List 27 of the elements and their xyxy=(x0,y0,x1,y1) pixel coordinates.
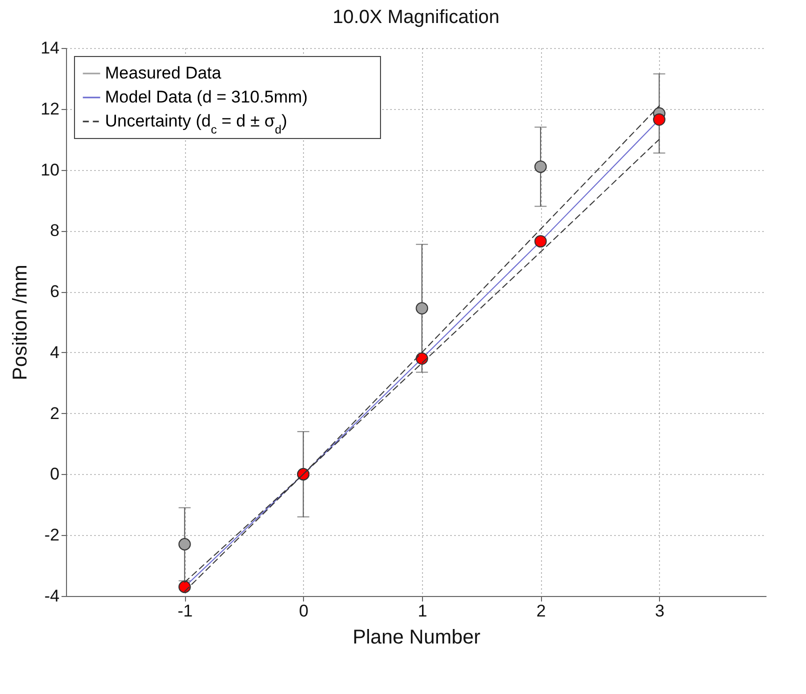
y-tick-label: -4 xyxy=(44,586,60,606)
x-tick-label: 0 xyxy=(299,602,309,620)
y-tick-label: 2 xyxy=(50,404,60,423)
y-tick-label: 12 xyxy=(40,99,60,118)
y-tick-label: 4 xyxy=(50,342,60,362)
x-axis-title: Plane Number xyxy=(352,626,481,648)
point xyxy=(653,113,666,126)
x-tick-label: 3 xyxy=(654,602,664,620)
y-tick-label: 8 xyxy=(50,221,60,240)
y-axis-title: Position /mm xyxy=(10,264,32,380)
legend-label: Measured Data xyxy=(105,64,222,82)
y-tick-label: 10 xyxy=(40,160,60,180)
point xyxy=(534,235,547,248)
legend-label: Model Data (d = 310.5mm) xyxy=(105,88,308,106)
y-tick-label: 14 xyxy=(40,38,60,58)
y-tick-label: -2 xyxy=(44,526,60,545)
point xyxy=(178,538,191,550)
point xyxy=(416,302,428,314)
x-tick-label: -1 xyxy=(178,602,193,620)
y-tick-label: 6 xyxy=(50,282,60,302)
x-tick-label: 2 xyxy=(536,602,546,620)
point xyxy=(178,580,191,594)
point xyxy=(534,160,547,173)
chart-title: 10.0X Magnification xyxy=(332,7,500,28)
y-tick-label: 0 xyxy=(50,464,60,484)
legend-label: Uncertainty (d$_{c}$ = d ± σ$_{d}$) xyxy=(105,112,288,136)
x-tick-label: 1 xyxy=(418,602,428,620)
